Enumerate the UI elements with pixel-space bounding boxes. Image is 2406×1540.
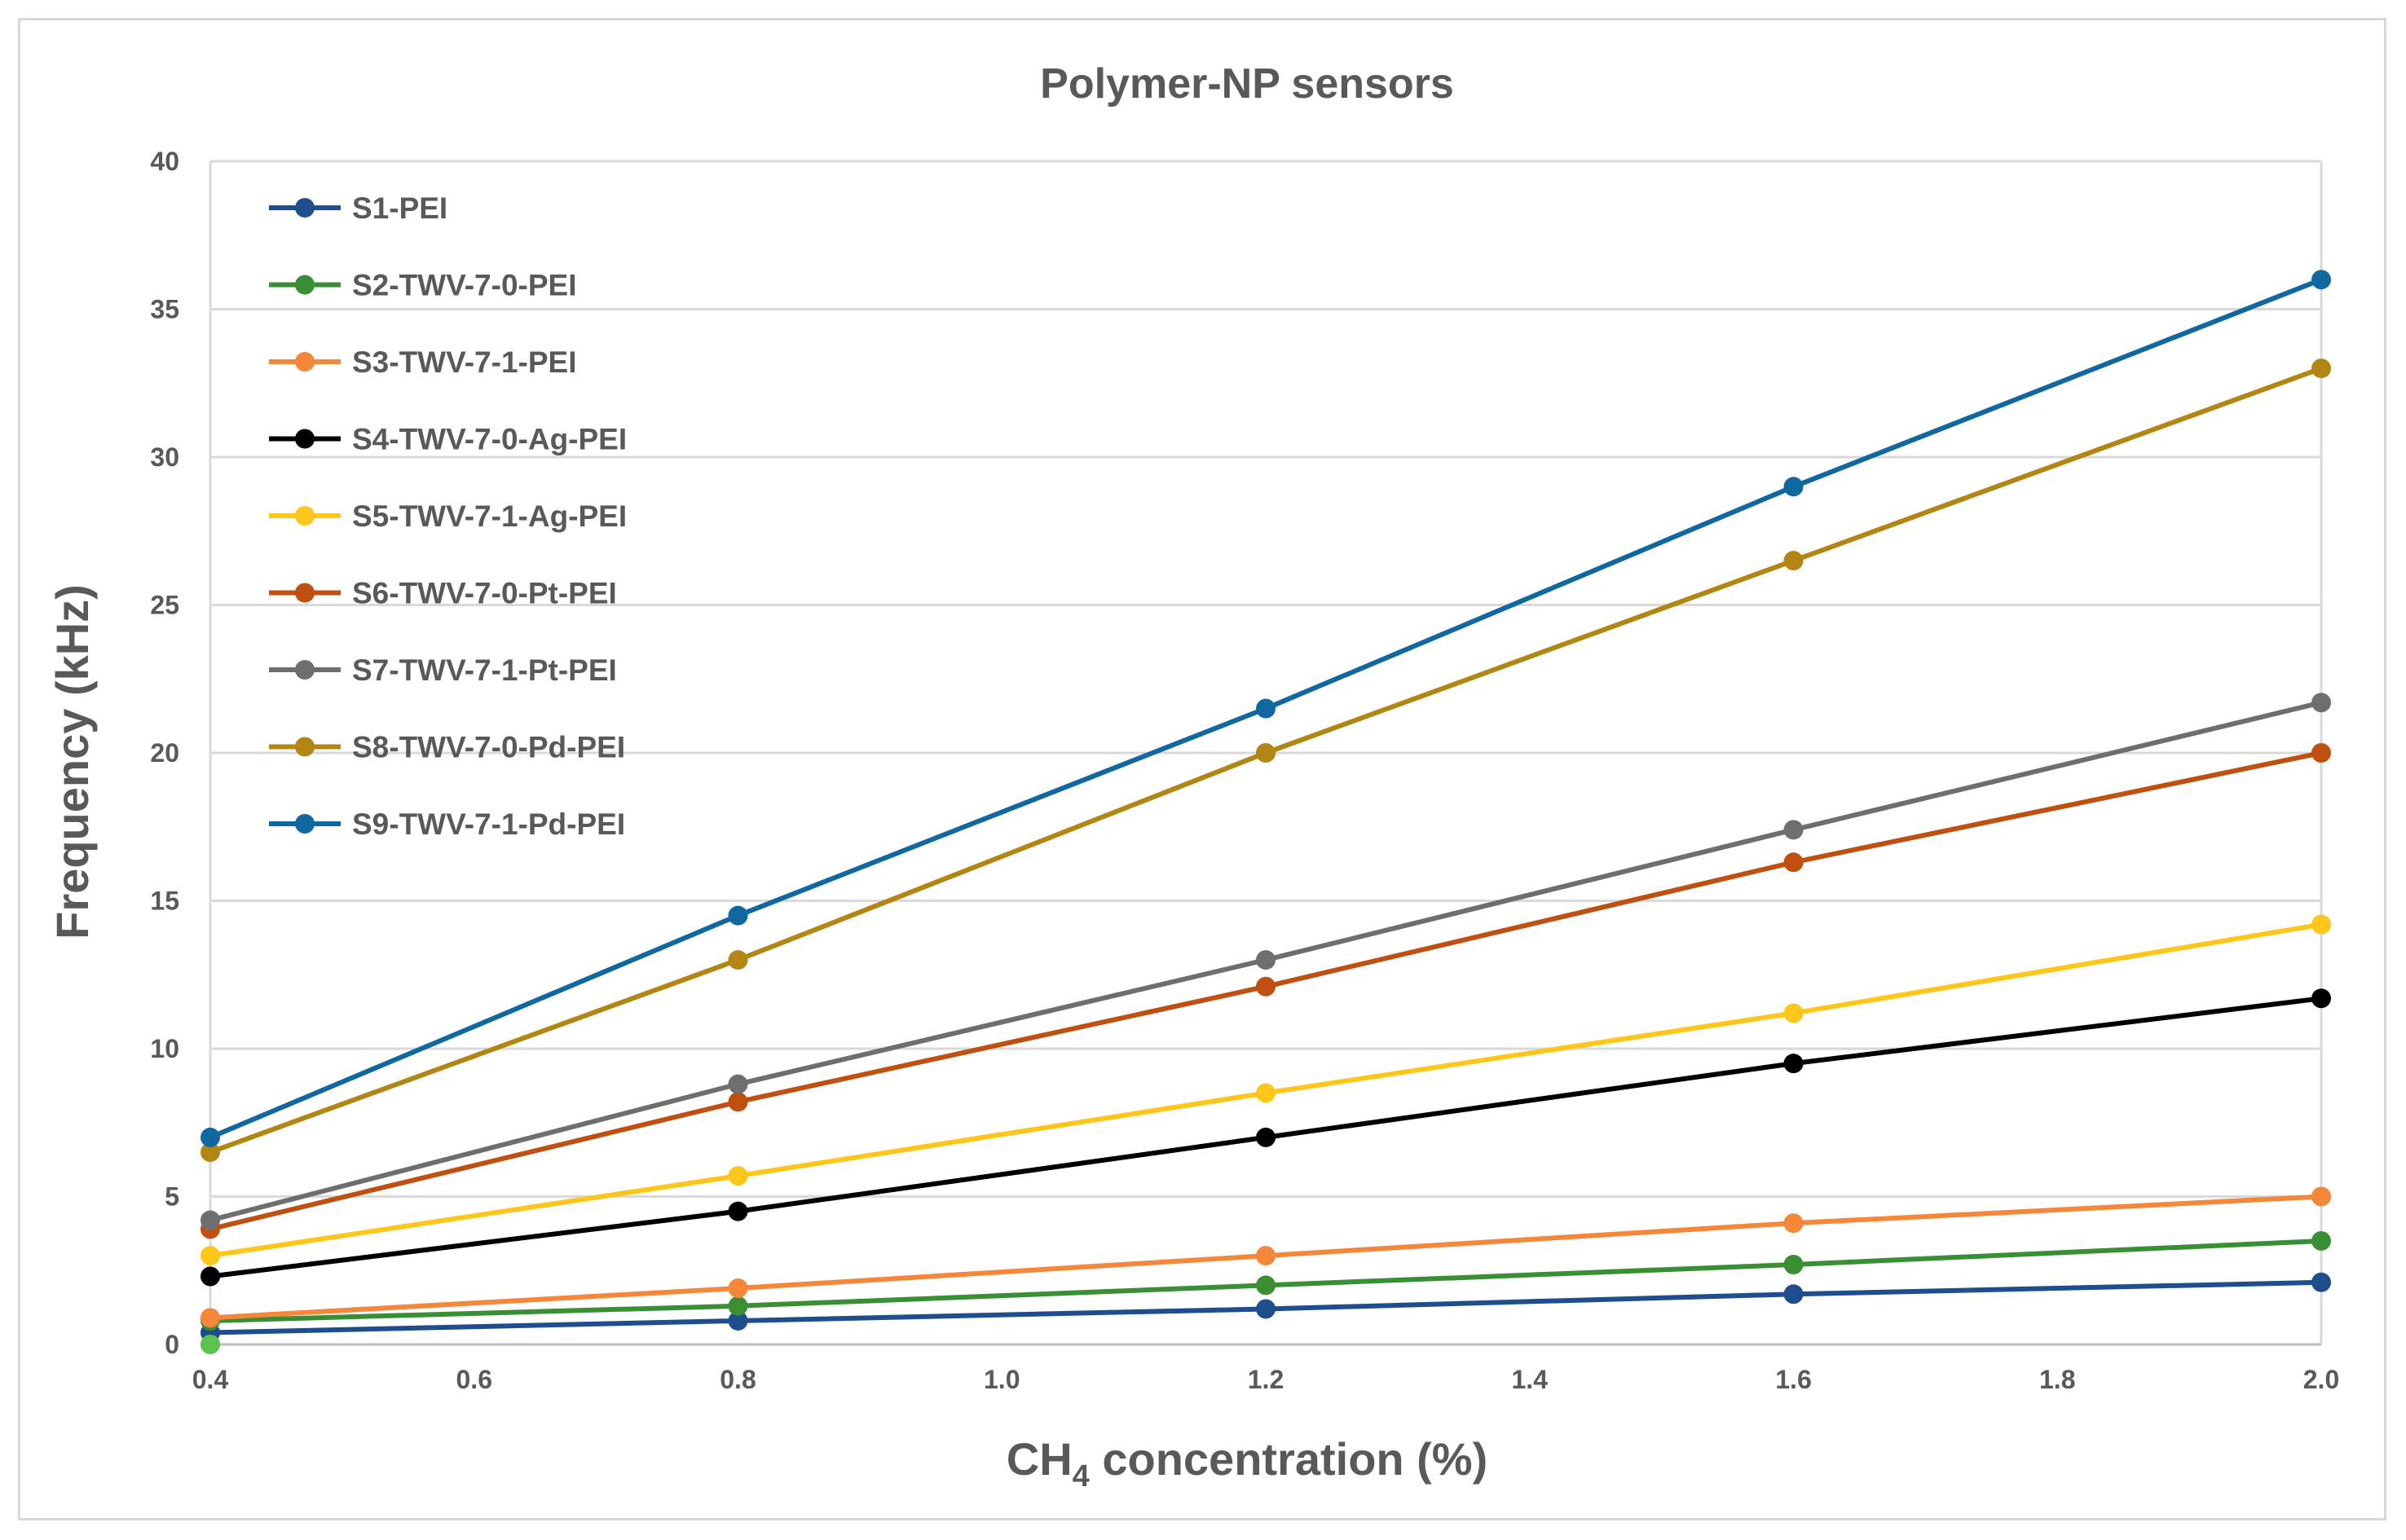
data-point: [728, 1310, 748, 1331]
legend-swatch-marker: [295, 352, 315, 372]
chart-title: Polymer-NP sensors: [1040, 60, 1454, 108]
data-point: [1256, 1083, 1276, 1103]
data-point: [200, 1142, 220, 1163]
x-tick-label: 0.6: [456, 1365, 492, 1394]
y-tick-label: 0: [165, 1330, 179, 1359]
legend-swatch-marker: [295, 660, 315, 680]
legend-swatch-marker: [295, 275, 315, 295]
legend-swatch-marker: [295, 506, 315, 526]
data-point: [1783, 852, 1804, 873]
data-point: [728, 1201, 748, 1221]
data-point: [1256, 950, 1276, 970]
legend-entry: S8-TWV-7-0-Pd-PEI: [352, 731, 625, 764]
y-tick-label: 20: [150, 738, 179, 768]
legend-entry: S2-TWV-7-0-PEI: [352, 269, 577, 302]
data-point: [2311, 693, 2331, 713]
data-point: [2311, 743, 2331, 763]
data-point: [1783, 1213, 1804, 1234]
y-tick-label: 5: [165, 1182, 179, 1212]
axes: 0 5 10 15 20 25 30 35 40 0.4 0.6 0.8 1.0 1.2 1.4 1.6 1.8…: [150, 147, 2339, 1394]
x-axis-label-subscript: 4: [1073, 1459, 1090, 1494]
legend-swatch-marker: [295, 198, 315, 218]
data-point: [200, 1210, 220, 1230]
x-tick-label: 2.0: [2303, 1365, 2339, 1394]
data-point: [1256, 1275, 1276, 1296]
data-point: [728, 1296, 748, 1316]
data-point: [728, 1278, 748, 1299]
y-tick-label: 40: [150, 147, 179, 176]
legend-entry: S4-TWV-7-0-Ag-PEI: [352, 423, 627, 456]
data-point: [200, 1127, 220, 1147]
y-tick-label: 25: [150, 591, 179, 620]
data-point: [2311, 988, 2331, 1009]
data-point: [728, 950, 748, 970]
legend-swatch-marker: [295, 583, 315, 603]
data-point: [728, 905, 748, 926]
data-point: [1256, 976, 1276, 997]
legend-swatch-marker: [295, 737, 315, 757]
data-point: [2311, 914, 2331, 935]
data-point: [200, 1246, 220, 1266]
data-point: [2311, 359, 2331, 379]
data-point: [728, 1074, 748, 1094]
x-tick-label: 0.4: [192, 1365, 229, 1394]
data-point: [200, 1266, 220, 1287]
data-point: [2311, 1272, 2331, 1292]
legend-entry: S1-PEI: [352, 191, 447, 225]
data-point: [728, 1092, 748, 1112]
x-axis-label: CH4 concentration (%): [1007, 1433, 1488, 1494]
legend-entry: S6-TWV-7-0-Pt-PEI: [352, 577, 617, 610]
legend-entry: S3-TWV-7-1-PEI: [352, 345, 577, 379]
chart-frame: [18, 18, 2386, 1520]
data-point: [1783, 1254, 1804, 1274]
x-tick-label: 1.0: [984, 1365, 1020, 1394]
legend-entry: S7-TWV-7-1-Pt-PEI: [352, 653, 617, 687]
series-lines: [200, 270, 2331, 1354]
legend-entry: S5-TWV-7-1-Ag-PEI: [352, 499, 627, 533]
data-point: [1783, 820, 1804, 840]
legend-swatch-marker: [295, 814, 315, 834]
annotation-point: [200, 1335, 220, 1354]
data-point: [1256, 1127, 1276, 1147]
x-tick-label: 0.8: [720, 1365, 756, 1394]
data-point: [2311, 1230, 2331, 1251]
data-point: [2311, 270, 2331, 290]
y-tick-label: 30: [150, 442, 179, 472]
legend-entry: S9-TWV-7-1-Pd-PEI: [352, 807, 625, 841]
legend-swatch-marker: [295, 429, 315, 449]
data-point: [1256, 1299, 1276, 1319]
x-tick-label: 1.8: [2039, 1365, 2075, 1394]
x-tick-label: 1.4: [1512, 1365, 1549, 1394]
data-point: [1783, 551, 1804, 571]
y-tick-label: 35: [150, 295, 179, 324]
y-axis-label: Frequency (kHz): [46, 584, 98, 939]
data-point: [1783, 1003, 1804, 1023]
y-tick-label: 15: [150, 887, 179, 916]
data-point: [1256, 698, 1276, 719]
data-point: [200, 1308, 220, 1328]
data-point: [1256, 1246, 1276, 1266]
y-tick-label: 10: [150, 1034, 179, 1063]
data-point: [1783, 1054, 1804, 1074]
data-point: [2311, 1186, 2331, 1207]
data-point: [1783, 477, 1804, 497]
legend: S1-PEI S2-TWV-7-0-PEI S3-TWV-7-1-PEI S4-TWV…: [269, 191, 627, 841]
data-point: [1783, 1284, 1804, 1305]
x-tick-label: 1.6: [1775, 1365, 1811, 1394]
data-point: [728, 1166, 748, 1186]
data-point: [1256, 743, 1276, 763]
x-tick-label: 1.2: [1248, 1365, 1284, 1394]
